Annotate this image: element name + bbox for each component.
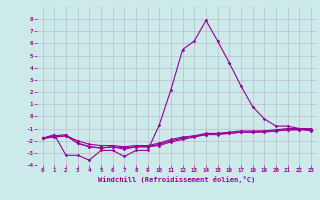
X-axis label: Windchill (Refroidissement éolien,°C): Windchill (Refroidissement éolien,°C) bbox=[98, 176, 255, 183]
